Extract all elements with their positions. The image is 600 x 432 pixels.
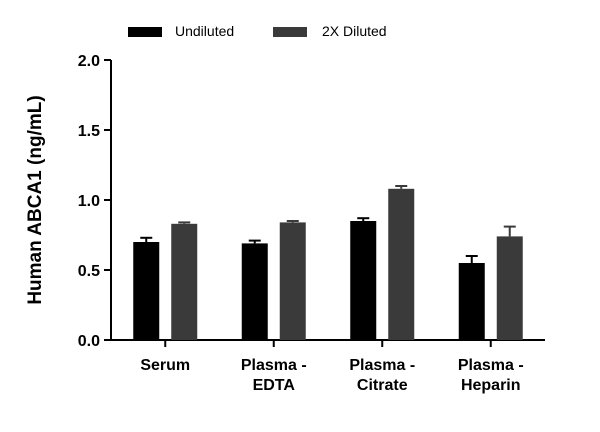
x-tick-label: Plasma - Citrate xyxy=(349,357,415,394)
bar-undiluted xyxy=(458,263,485,340)
legend-label: Undiluted xyxy=(175,23,234,39)
bar-2x-diluted xyxy=(279,222,306,340)
x-tick-label: Plasma - Heparin xyxy=(458,357,524,394)
legend-swatch xyxy=(273,27,307,37)
legend-swatch xyxy=(128,27,162,37)
bar-undiluted xyxy=(133,242,160,340)
bar-undiluted xyxy=(241,243,268,340)
legend-label: 2X Diluted xyxy=(322,23,387,39)
y-tick-label: 2.0 xyxy=(78,53,100,70)
x-tick-label: Plasma - EDTA xyxy=(241,357,307,394)
bar-undiluted xyxy=(350,221,377,340)
x-tick-label: Serum xyxy=(140,357,190,374)
y-tick-label: 1.5 xyxy=(78,123,100,140)
y-tick-label: 1.0 xyxy=(78,193,100,210)
y-tick-label: 0.5 xyxy=(78,263,100,280)
bar-2x-diluted xyxy=(171,223,198,340)
x-tick-label-line: EDTA xyxy=(253,377,296,394)
x-tick-label-line: Plasma - xyxy=(458,357,524,374)
y-axis: 0.0 0.5 1.0 1.5 2.0 xyxy=(78,53,112,350)
legend: Undiluted 2X Diluted xyxy=(128,23,387,39)
x-tick-label-line: Citrate xyxy=(357,377,408,394)
x-tick-label-line: Serum xyxy=(140,357,190,374)
y-tick-label: 0.0 xyxy=(78,333,100,350)
bars xyxy=(133,185,523,340)
y-axis-title: Human ABCA1 (ng/mL) xyxy=(25,95,46,304)
x-tick-label-line: Plasma - xyxy=(241,357,307,374)
bar-2x-diluted xyxy=(388,188,415,340)
bar-2x-diluted xyxy=(496,236,523,340)
x-tick-label-line: Heparin xyxy=(461,377,521,394)
x-tick-label-line: Plasma - xyxy=(349,357,415,374)
